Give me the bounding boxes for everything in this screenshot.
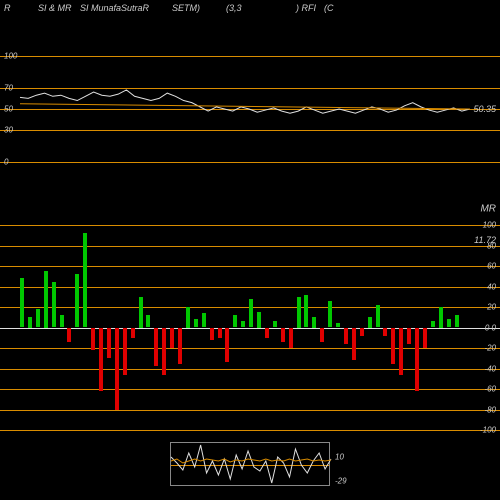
mr-bar [123,328,127,375]
gridline [0,225,500,226]
rsi-plot [20,56,470,162]
mr-bar [281,328,285,342]
mr-bar [162,328,166,375]
mr-bar [352,328,356,361]
ytick-label: 0 [4,158,8,167]
ytick-label: 50 [4,105,13,114]
ytick-label: -40 [484,364,496,373]
ytick-label: 40 [487,282,496,291]
mr-bar [376,305,380,328]
rsi-panel: 100705030050.35 [0,56,500,162]
mr-bar [194,319,198,327]
header-label: ) RFI [296,3,316,13]
mr-bar [415,328,419,392]
mr-bar [210,328,214,340]
mr-bar [99,328,103,392]
gridline [0,369,500,370]
mr-bar [154,328,158,367]
ytick-label: 10 [335,453,344,462]
mini-panel: 10-29 [170,442,330,486]
gridline [0,389,500,390]
mr-bar [399,328,403,375]
mr-bar [52,282,56,327]
mr-bar [146,315,150,327]
ytick-label: -60 [484,385,496,394]
header-label: (C [324,3,334,13]
mr-bar [304,295,308,328]
ytick-label: 20 [487,303,496,312]
mr-bar [186,307,190,328]
mr-bar [249,299,253,328]
mr-bar [447,319,451,327]
mr-bar [139,297,143,328]
mr-bar [455,315,459,327]
mini-plot [171,443,331,487]
mr-bar [233,315,237,327]
ytick-label: 60 [487,262,496,271]
mr-panel: 100806040200 0-20-40-60-80-100MR11.72 [0,225,500,430]
mr-bar [178,328,182,365]
mr-bar [289,328,293,349]
mr-bar [439,307,443,328]
mr-bar [368,317,372,327]
mr-bar [407,328,411,344]
mr-bar [383,328,387,336]
mr-bar [67,328,71,342]
mr-value-label: 11.72 [474,235,496,245]
mr-bar [28,317,32,327]
mr-bar [336,323,340,327]
header-label: SI & MR [38,3,72,13]
mr-bar [391,328,395,365]
gridline [0,348,500,349]
gridline [0,410,500,411]
ytick-label: 100 [4,52,17,61]
rsi-value-label: 50.35 [473,104,496,114]
ytick-label: -100 [480,426,496,435]
gridline [0,266,500,267]
mr-bar [44,271,48,327]
mr-bar [83,233,87,327]
mr-bar [225,328,229,363]
ytick-label: 0 0 [485,323,496,332]
mr-bar [107,328,111,359]
mr-bar [115,328,119,410]
header-label: SETM) [172,3,200,13]
mr-bar [257,312,261,327]
mr-bar [312,317,316,327]
mr-bar [273,321,277,327]
gridline [0,246,500,247]
mr-bar [202,313,206,327]
header-label: (3,3 [226,3,242,13]
mr-bar [36,309,40,327]
mr-bar [170,328,174,349]
mr-title: MR [480,204,496,215]
mr-bar [320,328,324,342]
mr-bar [218,328,222,338]
gridline [0,430,500,431]
ytick-label: 100 [483,221,496,230]
ytick-label: 30 [4,126,13,135]
mr-bar [297,297,301,328]
mr-bar [241,321,245,327]
header-label: R [4,3,11,13]
mr-bar [131,328,135,338]
ytick-label: -20 [484,344,496,353]
mr-bar [91,328,95,351]
chart-header: R SI & MR SI MunafaSutraR SETM) (3,3 ) RFI (C [0,3,500,17]
mr-bar [265,328,269,338]
mr-bar [360,328,364,336]
mr-bar [60,315,64,327]
mr-bar [75,274,79,327]
ytick-label: -29 [335,477,347,486]
mr-bar [344,328,348,344]
header-label: SI MunafaSutraR [80,3,149,13]
mr-bar [328,301,332,328]
mr-bar [431,321,435,327]
ytick-label: 70 [4,83,13,92]
mr-bar [423,328,427,349]
gridline [0,162,500,163]
ytick-label: -80 [484,405,496,414]
mr-bar [20,278,24,327]
